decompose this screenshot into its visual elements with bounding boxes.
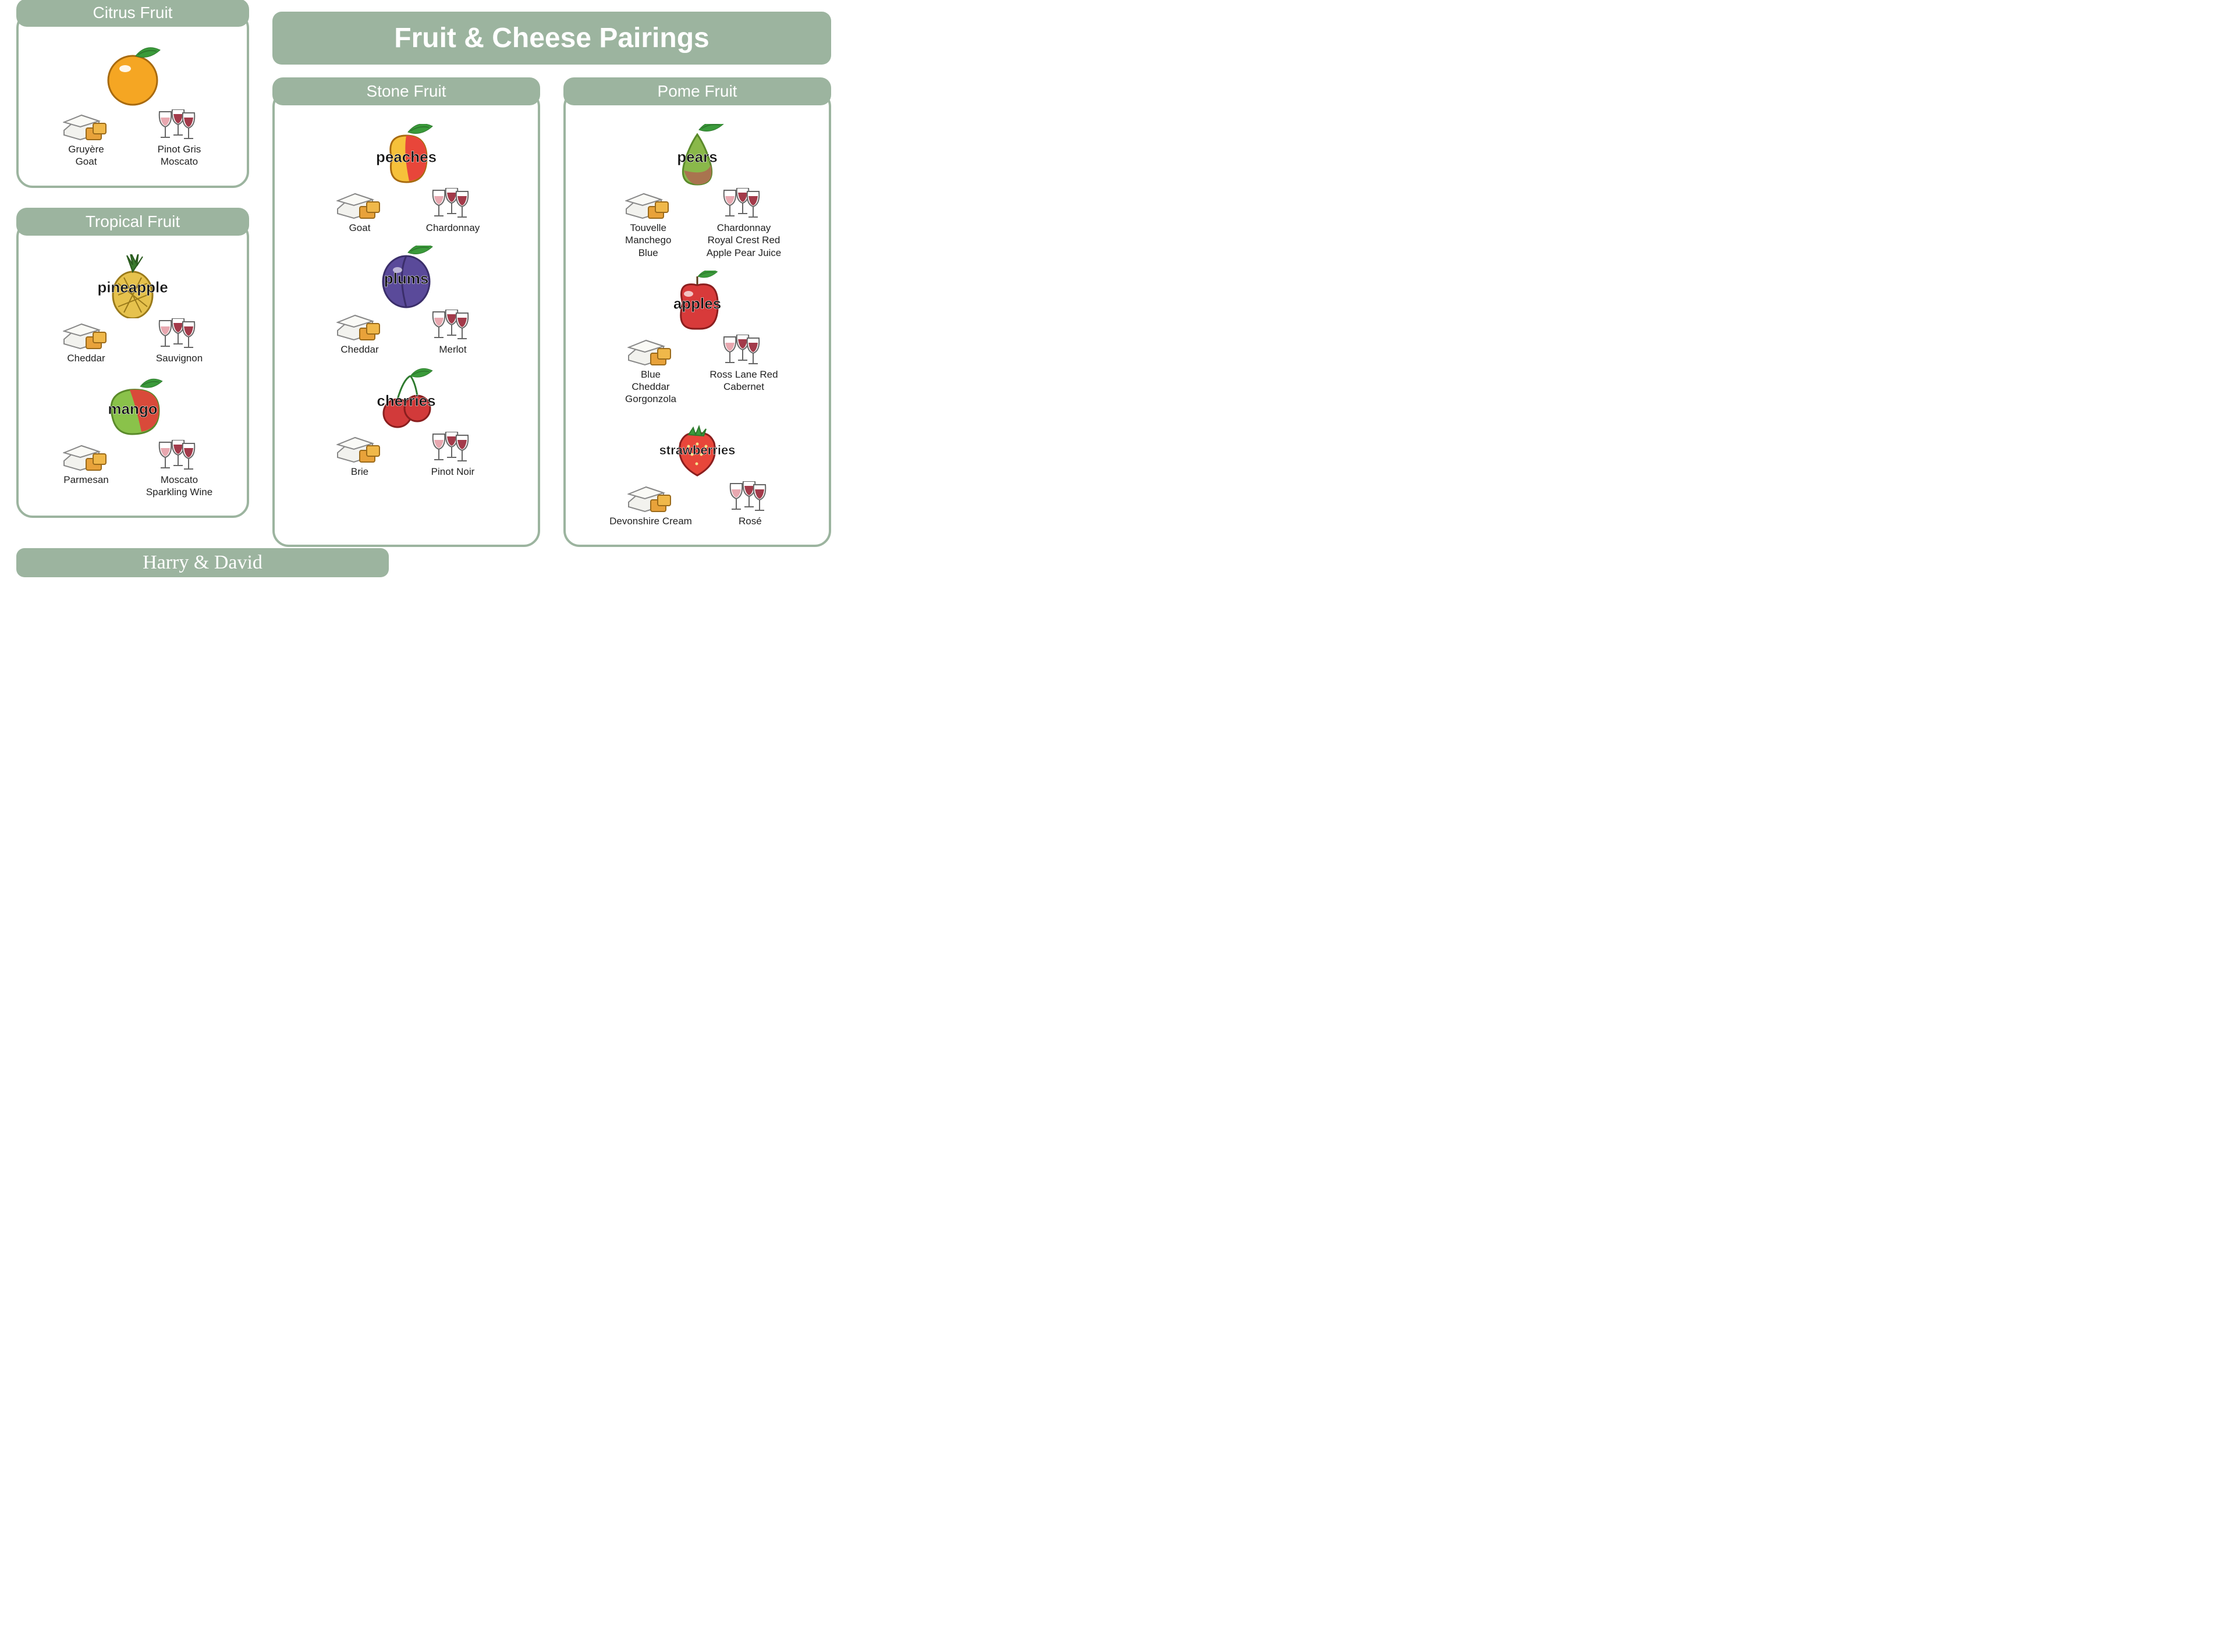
strawberries-wine: Rosé	[739, 515, 762, 527]
wine-icon	[721, 335, 767, 367]
wine-icon	[156, 318, 203, 351]
card-header-tropical: Tropical Fruit	[16, 208, 249, 236]
cherries-wine: Pinot Noir	[431, 466, 475, 478]
fruit-block-orange: Gruyère Goat Pinot Gris Moscato	[28, 45, 237, 168]
fruit-block-peaches: peaches Goat Chardonnay	[284, 124, 528, 234]
fruit-label-plums: plums	[384, 270, 429, 288]
cheese-icon	[336, 310, 383, 342]
wine-icon	[721, 188, 767, 221]
cheese-icon	[627, 481, 674, 514]
fruit-label-strawberries: strawberries	[659, 443, 736, 458]
cheese-icon	[336, 432, 383, 464]
card-stone: Stone Fruit peaches Goat Chardonnay plum…	[272, 90, 540, 547]
mango-cheese: Parmesan	[63, 474, 108, 486]
fruit-block-plums: plums Cheddar Merlot	[284, 246, 528, 356]
fruit-label-pineapple: pineapple	[97, 278, 168, 296]
cheese-icon	[627, 335, 674, 367]
cherries-cheese: Brie	[351, 466, 368, 478]
wine-icon	[727, 481, 774, 514]
wine-icon	[156, 440, 203, 472]
fruit-label-cherries: cherries	[377, 392, 435, 410]
cheese-icon	[63, 109, 109, 142]
card-citrus: Citrus Fruit Gruyère Goat Pinot Gris Mos…	[16, 12, 249, 188]
plums-cheese: Cheddar	[340, 343, 378, 356]
pineapple-cheese: Cheddar	[67, 352, 105, 364]
plums-wine: Merlot	[439, 343, 466, 356]
wine-icon	[430, 310, 476, 342]
mango-wine: Moscato Sparkling Wine	[146, 474, 212, 499]
orange-icon	[89, 45, 176, 109]
card-header-citrus: Citrus Fruit	[16, 0, 249, 27]
card-header-pome: Pome Fruit	[563, 77, 831, 105]
fruit-label-apples: apples	[673, 294, 721, 312]
strawberries-cheese: Devonshire Cream	[609, 515, 692, 527]
peaches-wine: Chardonnay	[426, 222, 480, 234]
card-header-stone: Stone Fruit	[272, 77, 540, 105]
fruit-block-apples: apples Blue Cheddar Gorgonzola Ross Lane…	[575, 271, 820, 406]
pineapple-wine: Sauvignon	[156, 352, 203, 364]
cheese-icon	[63, 318, 109, 351]
fruit-block-pineapple: pineapple Cheddar Sauvignon	[28, 254, 237, 364]
cheese-icon	[63, 440, 109, 472]
card-tropical: Tropical Fruit pineapple Cheddar Sauvign…	[16, 221, 249, 518]
peaches-cheese: Goat	[349, 222, 371, 234]
citrus-cheese: Gruyère Goat	[68, 143, 104, 168]
apples-cheese: Blue Cheddar Gorgonzola	[625, 368, 676, 406]
cheese-icon	[625, 188, 672, 221]
fruit-block-mango: mango Parmesan Moscato Sparkling Wine	[28, 376, 237, 499]
fruit-label-pears: pears	[677, 148, 717, 166]
fruit-label-mango: mango	[108, 400, 157, 418]
page-title: Fruit & Cheese Pairings	[272, 12, 831, 65]
card-pome: Pome Fruit pears Touvelle Manchego Blue …	[563, 90, 831, 547]
fruit-label-peaches: peaches	[376, 148, 437, 166]
pears-cheese: Touvelle Manchego Blue	[625, 222, 671, 259]
wine-icon	[430, 432, 476, 464]
footer-brand: Harry & David	[16, 548, 389, 577]
cheese-icon	[336, 188, 383, 221]
apples-wine: Ross Lane Red Cabernet	[709, 368, 778, 393]
citrus-wine: Pinot Gris Moscato	[158, 143, 201, 168]
fruit-block-strawberries: strawberries Devonshire Cream Rosé	[575, 417, 820, 527]
pears-wine: Chardonnay Royal Crest Red Apple Pear Ju…	[707, 222, 782, 259]
wine-icon	[430, 188, 476, 221]
wine-icon	[156, 109, 203, 142]
fruit-block-cherries: cherries Brie Pinot Noir	[284, 368, 528, 478]
fruit-block-pears: pears Touvelle Manchego Blue Chardonnay …	[575, 124, 820, 259]
